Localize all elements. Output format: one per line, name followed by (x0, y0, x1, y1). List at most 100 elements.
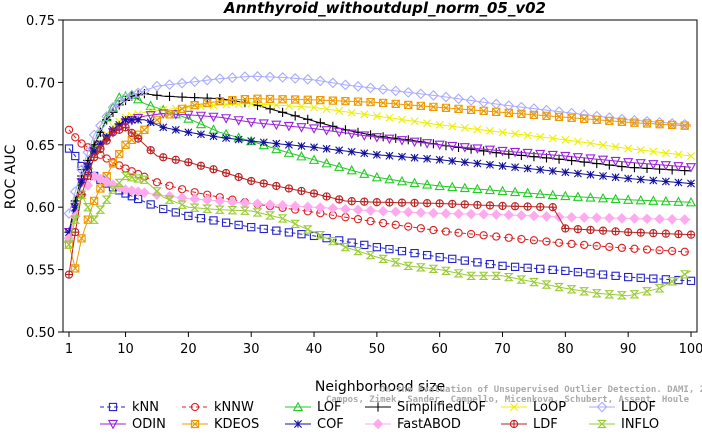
data-point-ldf (436, 199, 444, 208)
data-point-fastabod (666, 213, 678, 225)
data-point-odin (195, 111, 207, 122)
data-point-simplifiedlof (303, 114, 313, 124)
data-point-knnw (454, 228, 463, 237)
data-point-kdeos (328, 96, 338, 105)
data-point-ldf (473, 201, 481, 209)
data-point-kdeos (341, 96, 350, 106)
legend-label-knn: kNN (132, 400, 159, 415)
data-point-lof (459, 182, 470, 193)
data-point-inflo (139, 175, 150, 184)
legend-swatch-marker (372, 418, 384, 430)
data-point-cof (536, 165, 545, 174)
data-point-ldf (285, 184, 293, 193)
data-point-simplifiedlof (466, 144, 476, 154)
data-point-ldf-ring (611, 227, 620, 236)
data-point-lof (422, 179, 433, 189)
data-point-lof (560, 190, 571, 201)
data-point-ldof (139, 85, 150, 97)
data-point-odin (535, 149, 546, 160)
data-point-ldf-ring (221, 168, 231, 178)
data-point-lof (635, 194, 646, 205)
data-point-ldf-ring (96, 144, 105, 154)
data-point-cof (523, 164, 532, 173)
series-fastabod (63, 170, 692, 244)
data-point-inflo (503, 272, 514, 282)
data-point-ldof (176, 77, 188, 89)
data-point-knn (624, 272, 633, 282)
data-point-cof (127, 115, 136, 124)
data-point-ldf-ring (598, 226, 608, 235)
data-point-knn (196, 214, 206, 223)
data-point-odin (296, 123, 307, 133)
data-point-kdeos (303, 95, 312, 104)
data-point-fastabod (189, 193, 200, 205)
data-point-cof (83, 162, 92, 171)
data-point-inflo (152, 187, 162, 196)
data-point-odin (371, 133, 382, 143)
data-point-odin (158, 109, 169, 119)
legend-swatch-marker (108, 402, 118, 412)
data-point-inflo (441, 266, 451, 275)
data-point-inflo (529, 277, 539, 287)
data-point-lof (497, 185, 508, 196)
data-point-ldf (461, 200, 469, 209)
series-ldf (64, 123, 696, 279)
data-point-simplifiedlof (190, 93, 200, 103)
data-point-loop (322, 105, 331, 114)
data-point-lof (484, 184, 496, 195)
data-point-ldof (264, 71, 276, 83)
data-point-inflo (428, 264, 439, 274)
data-point-ldof (365, 82, 376, 94)
data-point-odin (246, 118, 257, 128)
data-point-knnw (668, 246, 677, 256)
data-point-simplifiedlof (592, 158, 602, 169)
legend-swatch-marker (292, 401, 304, 412)
data-point-lof (296, 150, 307, 161)
y-tick-label: 0.65 (26, 139, 55, 154)
data-point-fastabod (402, 206, 414, 218)
data-point-lof (472, 183, 483, 194)
data-point-ldf (599, 227, 607, 235)
data-point-kdeos (83, 215, 92, 224)
data-point-fastabod (139, 187, 150, 199)
data-point-kdeos (316, 95, 325, 105)
series-line-loop (68, 103, 692, 245)
data-point-ldof (76, 164, 87, 176)
data-point-ldf-ring (64, 270, 74, 279)
legend-item-lof: LOF (285, 400, 342, 415)
data-point-fastabod (289, 200, 301, 212)
data-point-lof (396, 175, 408, 186)
data-point-ldf (103, 137, 111, 145)
data-point-cof (661, 177, 670, 186)
legend-label-kdeos: KDEOS (214, 417, 259, 432)
data-point-odin (321, 126, 332, 136)
x-tick-label: 60 (431, 342, 448, 357)
data-point-inflo (353, 246, 363, 256)
data-point-cof (322, 144, 331, 153)
data-point-ldf-ring (686, 230, 696, 239)
data-point-cof (573, 169, 582, 178)
data-point-lof (132, 93, 144, 104)
legend-swatch-marker (190, 419, 200, 429)
data-point-kdeos (554, 112, 564, 121)
data-point-knn (649, 274, 658, 283)
data-point-inflo (126, 173, 137, 182)
data-point-odin (396, 136, 408, 146)
data-point-kdeos (492, 107, 501, 117)
data-point-inflo (378, 254, 389, 264)
data-point-ldof (377, 84, 389, 95)
data-point-odin (484, 145, 496, 156)
data-point-odin (610, 156, 621, 167)
data-point-simplifiedlof (152, 90, 162, 100)
data-point-ldof (239, 71, 251, 83)
legend-item-ldof: LDOF (589, 400, 656, 415)
data-point-kdeos (115, 150, 124, 159)
data-point-loop (536, 132, 545, 141)
data-point-lof (547, 189, 558, 200)
data-point-cof (159, 123, 168, 132)
legend-swatch-marker (597, 419, 607, 429)
x-tick-label: 50 (369, 342, 386, 357)
data-point-knn (586, 269, 595, 278)
plot-area (62, 19, 698, 333)
data-point-cof (687, 179, 695, 188)
